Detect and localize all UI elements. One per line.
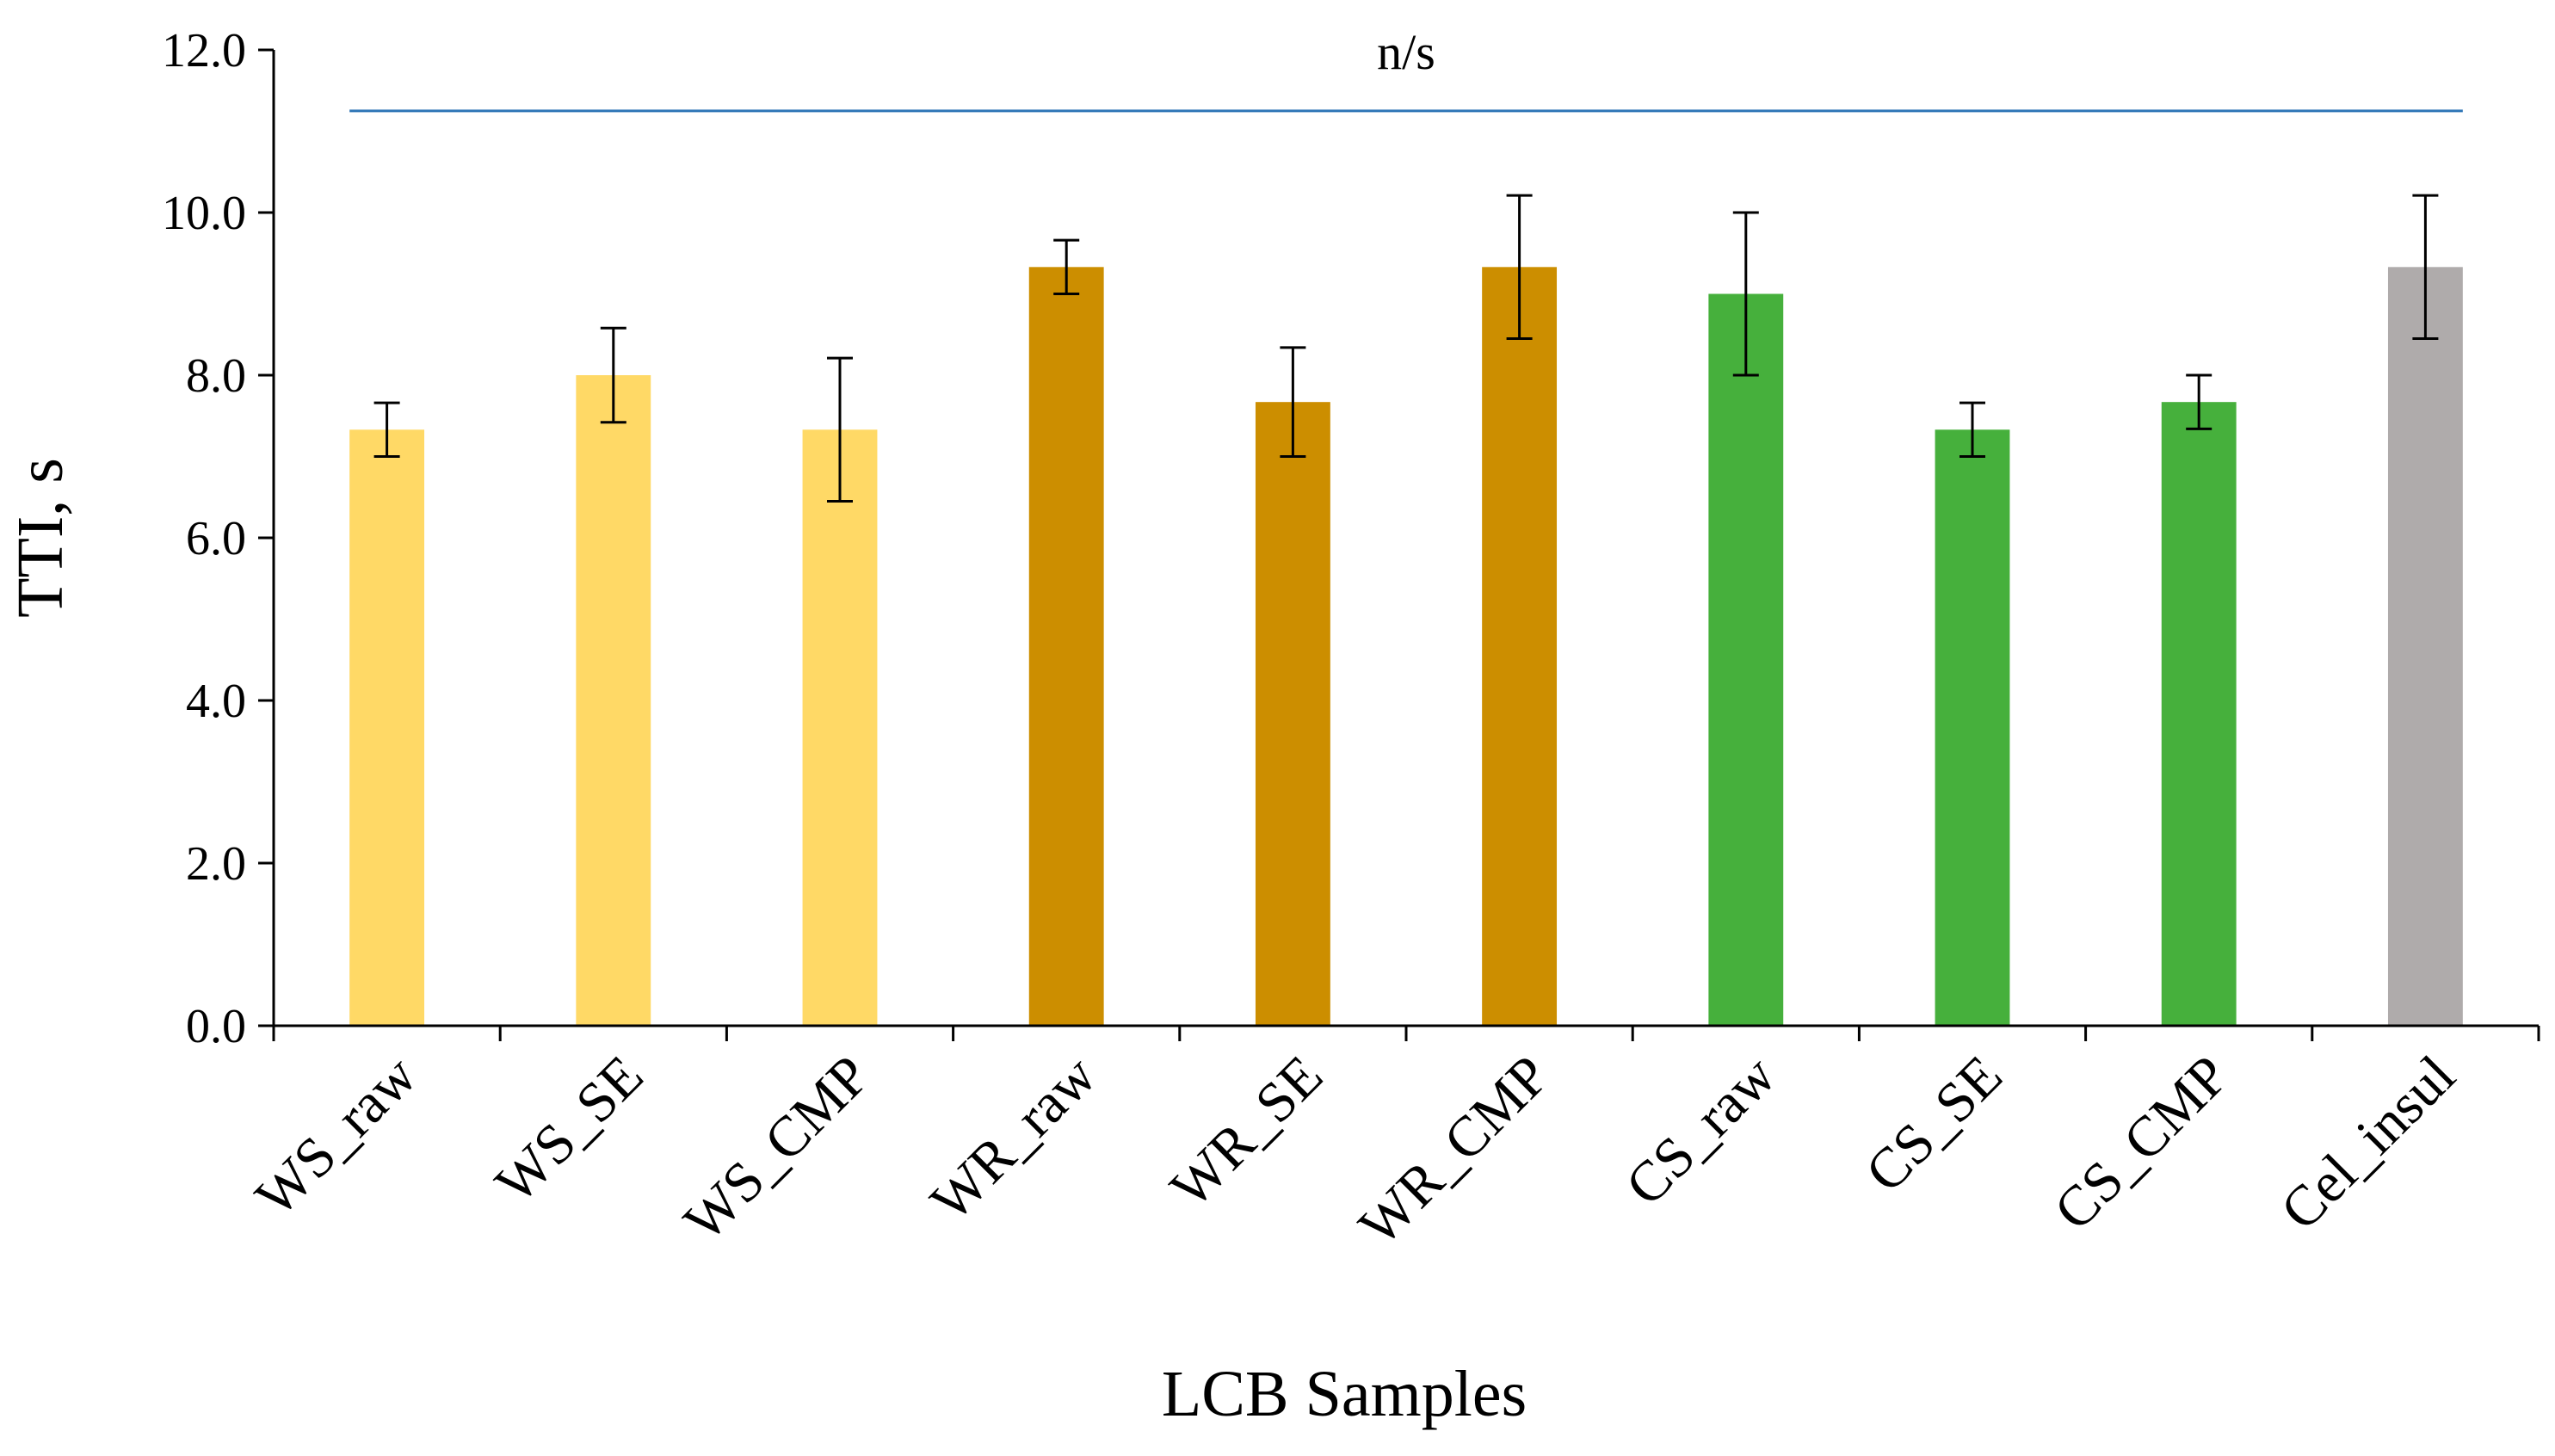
- y-tick-label: 0.0: [186, 1000, 246, 1053]
- x-category-label: CS_raw: [1614, 1044, 1787, 1218]
- bar-CS_SE: [1935, 429, 2010, 1026]
- x-category-label: WR_SE: [1158, 1044, 1335, 1220]
- x-axis-title: LCB Samples: [1162, 1358, 1527, 1430]
- y-tick-label: 4.0: [186, 675, 246, 728]
- y-tick-label: 12.0: [162, 24, 246, 77]
- bar-WS_SE: [576, 375, 651, 1026]
- x-category-label: WS_SE: [484, 1044, 655, 1215]
- error-bar-CS_CMP: [2186, 373, 2212, 430]
- error-bar-Cel_insul: [2412, 194, 2439, 340]
- error-bar-WR_SE: [1280, 346, 1306, 458]
- bar-CS_CMP: [2161, 402, 2237, 1026]
- bar-WS_raw: [349, 429, 425, 1026]
- x-category-label: Cel_insul: [2268, 1044, 2467, 1243]
- y-axis-title: TTI, s: [4, 458, 77, 618]
- y-tick-label: 8.0: [186, 349, 246, 403]
- error-bar-CS_SE: [1959, 401, 1985, 458]
- error-bar-WS_SE: [600, 326, 626, 424]
- bar-WR_CMP: [1482, 267, 1558, 1026]
- x-category-label: CS_CMP: [2042, 1044, 2241, 1243]
- x-category-label: CS_SE: [1854, 1044, 2014, 1204]
- error-bar-CS_raw: [1732, 211, 1759, 377]
- bar-Cel_insul: [2387, 267, 2463, 1026]
- y-tick-label: 6.0: [186, 512, 246, 565]
- x-category-label: WR_raw: [919, 1044, 1108, 1233]
- significance-label: n/s: [1377, 24, 1435, 80]
- error-bar-WS_raw: [373, 401, 400, 458]
- bar-WR_raw: [1028, 267, 1104, 1026]
- y-tick-label: 2.0: [186, 837, 246, 891]
- bar-CS_raw: [1708, 293, 1784, 1026]
- error-bar-WS_CMP: [827, 356, 853, 503]
- x-category-label: WR_CMP: [1347, 1044, 1561, 1258]
- x-category-label: WS_CMP: [672, 1044, 882, 1254]
- bar-WR_SE: [1255, 402, 1330, 1026]
- y-tick-label: 10.0: [162, 187, 246, 240]
- x-category-label: WS_raw: [244, 1044, 429, 1229]
- error-bar-WR_raw: [1053, 238, 1080, 295]
- error-bar-WR_CMP: [1506, 194, 1533, 340]
- bar-WS_CMP: [802, 429, 878, 1026]
